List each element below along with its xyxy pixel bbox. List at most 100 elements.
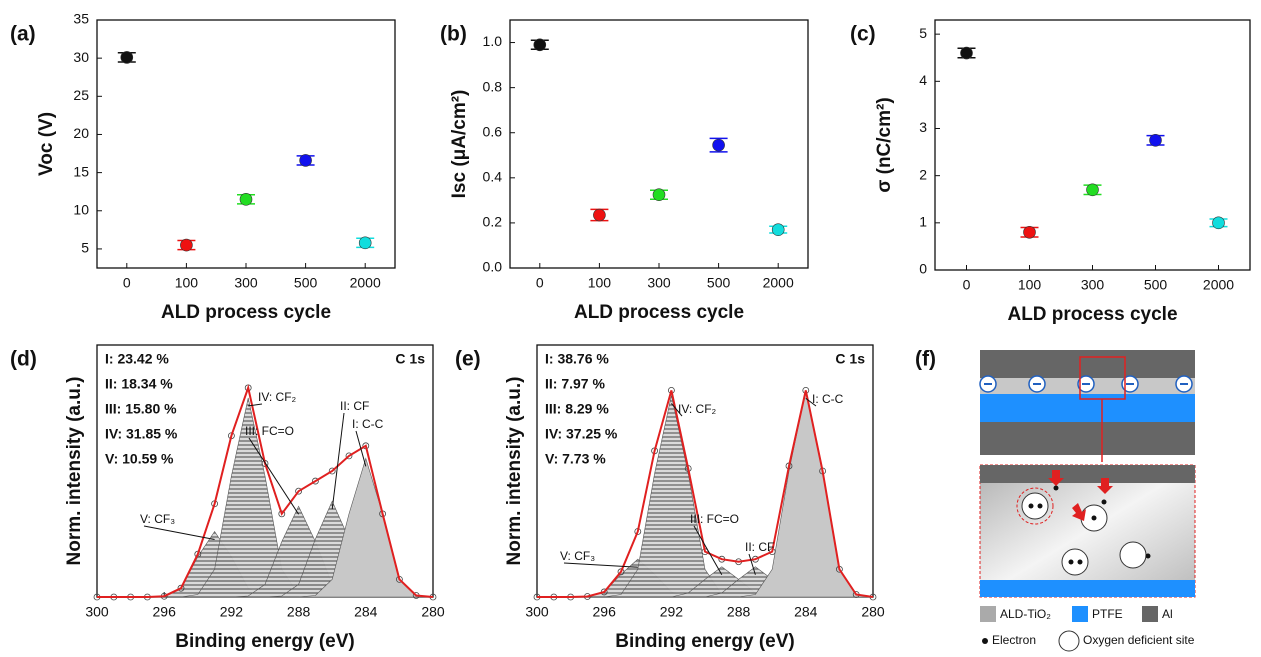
point [771, 223, 785, 236]
x-tick-label: 100 [588, 275, 612, 291]
peak-label: IV: CF₂ [258, 390, 297, 404]
x-tick-label: 292 [220, 604, 244, 620]
annotation-arrow [563, 562, 638, 568]
point [1149, 133, 1162, 147]
y-tick-label: 2 [919, 166, 927, 182]
point [299, 154, 312, 167]
y-tick-label: 0.6 [483, 123, 503, 139]
peak-label: V: CF₃ [140, 512, 175, 526]
ptfe [980, 394, 1195, 422]
y-tick-label: 0.8 [483, 78, 503, 94]
plot-frame [509, 19, 809, 269]
point [1086, 183, 1099, 197]
y-tick-label: 5 [81, 240, 89, 256]
x-axis-label: Binding energy (eV) [615, 631, 794, 652]
point [239, 193, 253, 206]
legend-swatch [1142, 606, 1158, 622]
y-axis-label: Isc (μA/cm²) [449, 90, 470, 199]
diagram-f: (f) ALD-TiO₂ PTFE Al Electron Oxygen def… [915, 348, 1196, 652]
x-axis-label: ALD process cycle [574, 302, 744, 323]
electrons [1028, 485, 1151, 565]
x-tick-label: 0 [536, 275, 544, 291]
x-tick-label: 284 [794, 604, 818, 620]
panel-label: (b) [440, 23, 467, 46]
annotation-arrow [693, 525, 723, 576]
y-tick-label: 10 [73, 201, 89, 217]
x-tick-label: 500 [294, 275, 318, 291]
legend-vacancy [1058, 630, 1080, 652]
x-tick-label: 2000 [763, 275, 794, 291]
composition: III: 15.80 % [105, 401, 177, 417]
x-axis-label: ALD process cycle [1007, 304, 1177, 325]
composition: I: 23.42 % [105, 351, 169, 367]
y-tick-label: 0.2 [483, 214, 503, 230]
point [1212, 216, 1225, 230]
annotation-arrow [355, 430, 367, 467]
point [712, 138, 725, 152]
highlight [1016, 487, 1054, 525]
composition: V: 7.73 % [545, 451, 606, 467]
legend-swatch [980, 606, 996, 622]
y-tick-label: 0.4 [483, 169, 503, 185]
peak-label: V: CF₃ [560, 549, 595, 563]
panel-label: (e) [455, 348, 481, 371]
x-tick-label: 296 [153, 604, 177, 620]
peak-label: IV: CF₂ [678, 402, 717, 416]
y-tick-label: 0.0 [483, 259, 503, 275]
zoom-view [979, 464, 1196, 598]
data-point [311, 477, 319, 485]
legend-label: Electron [992, 633, 1036, 647]
y-tick-label: 15 [73, 163, 89, 179]
y-tick-label: 1.0 [483, 33, 503, 49]
y-axis-label: Norm. intensity (a.u.) [64, 377, 85, 566]
vacancies [1021, 492, 1147, 576]
panel-label: (f) [915, 348, 936, 371]
x-tick-label: 100 [1018, 277, 1042, 293]
composition: IV: 37.25 % [545, 426, 618, 442]
peak-label: I: C-C [352, 417, 384, 431]
al-bottom [980, 422, 1195, 455]
y-tick-label: 30 [73, 49, 89, 65]
composition: I: 38.76 % [545, 351, 609, 367]
x-tick-label: 300 [85, 604, 109, 620]
peak-label: II: CF [745, 540, 774, 554]
x-tick-label: 2000 [350, 275, 381, 291]
y-tick-label: 4 [919, 72, 927, 88]
peak-label: III: FC=O [690, 512, 739, 526]
point [533, 38, 547, 52]
legend-swatch [1072, 606, 1088, 622]
composition: III: 8.29 % [545, 401, 609, 417]
annotation-arrow [805, 397, 817, 407]
y-tick-label: 20 [73, 125, 89, 141]
data-point [295, 487, 303, 495]
y-tick-label: 3 [919, 119, 927, 135]
x-tick-label: 284 [354, 604, 378, 620]
legend-label: ALD-TiO₂ [1000, 607, 1051, 621]
point [1023, 225, 1036, 239]
y-axis-label: Voc (V) [36, 112, 57, 176]
zoom-al [980, 465, 1195, 483]
x-tick-label: 500 [1144, 277, 1168, 293]
al-top [980, 350, 1195, 378]
arrows [1048, 470, 1113, 521]
data-point [177, 584, 185, 592]
x-tick-label: 288 [287, 604, 311, 620]
legend-label: Al [1162, 607, 1173, 621]
x-tick-label: 292 [660, 604, 684, 620]
y-tick-label: 5 [919, 25, 927, 41]
point [652, 188, 666, 202]
x-axis-label: Binding energy (eV) [175, 631, 354, 652]
point [960, 46, 973, 60]
y-tick-label: 35 [73, 11, 89, 27]
x-tick-label: 300 [647, 275, 671, 291]
component-area [537, 390, 874, 598]
annotation-arrow [331, 412, 345, 510]
point [358, 236, 372, 250]
y-axis-label: Norm. intensity (a.u.) [504, 377, 525, 566]
plot-frame [934, 19, 1251, 271]
y-tick-label: 1 [919, 214, 927, 230]
plot-frame [96, 19, 396, 269]
panel-label: (c) [850, 23, 876, 46]
zoom-ptfe [980, 580, 1195, 597]
composition: IV: 31.85 % [105, 426, 178, 442]
